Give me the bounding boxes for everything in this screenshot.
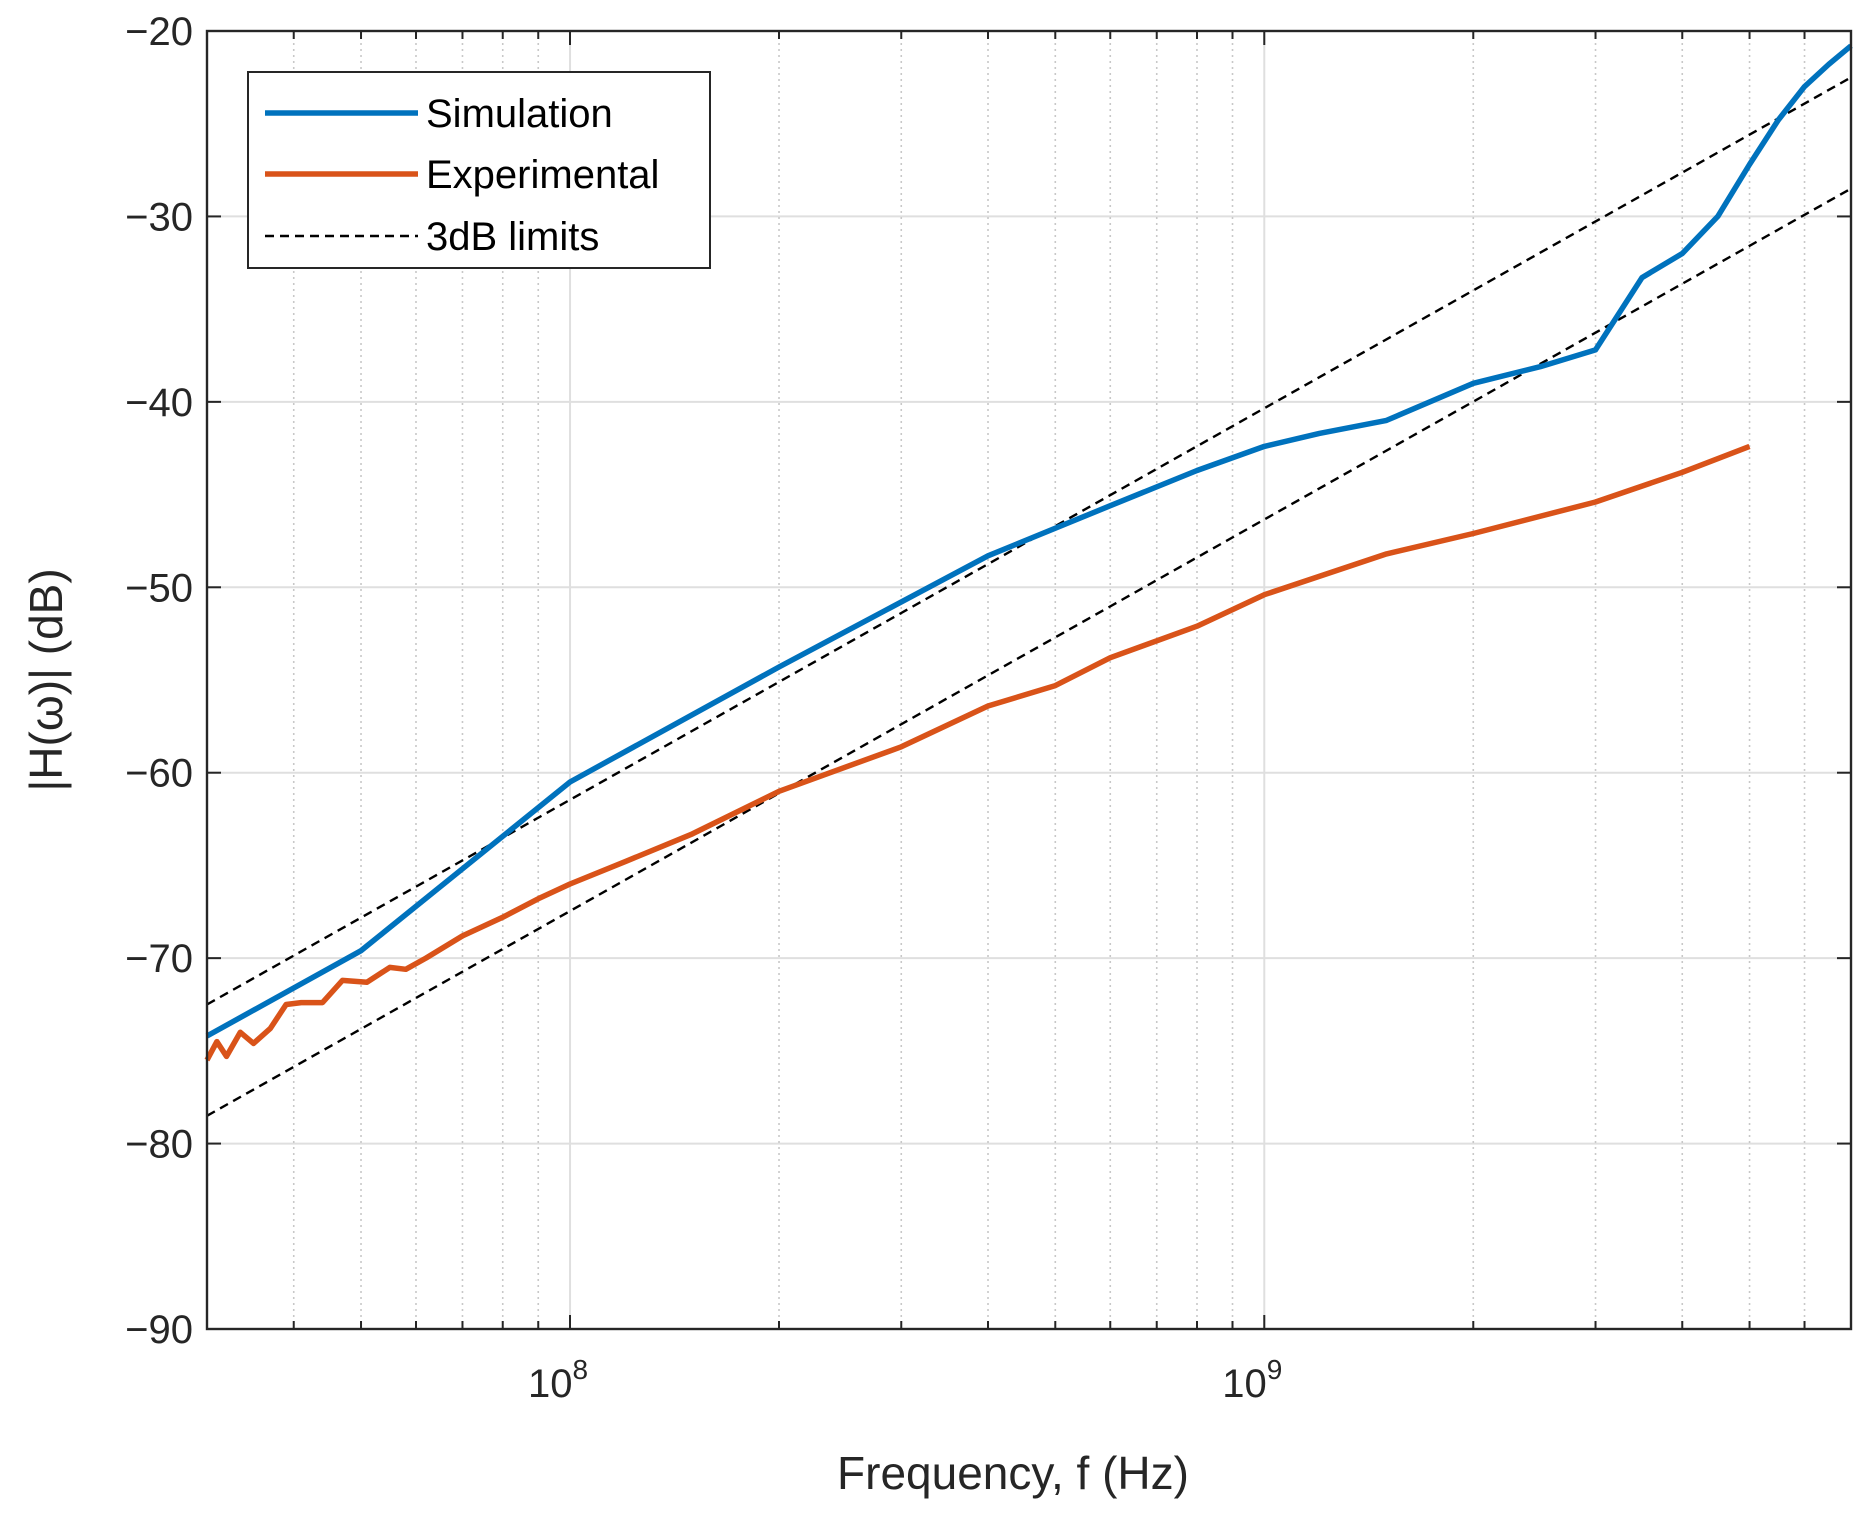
plot-series (204, 43, 1853, 1117)
y-tick-label: −70 (125, 937, 193, 981)
x-tick-labels: 108 109 (528, 1354, 1282, 1406)
simulation-line (205, 43, 1853, 1039)
experimental-line (204, 443, 1751, 1062)
y-tick-label: −80 (125, 1123, 193, 1167)
y-tick-label: −60 (125, 752, 193, 796)
legend-label-limits: 3dB limits (426, 215, 599, 259)
y-tick-labels: −90 −80 −70 −60 −50 −40 −30 −20 (125, 10, 193, 1352)
x-tick-label: 109 (1222, 1354, 1282, 1406)
y-tick-label: −90 (125, 1308, 193, 1352)
legend-label-simulation: Simulation (426, 92, 613, 136)
axis-ticks (206, 30, 1852, 1330)
y-tick-label: −30 (125, 195, 193, 239)
x-axis-label: Frequency, f (Hz) (837, 1447, 1189, 1499)
y-tick-label: −40 (125, 381, 193, 425)
y-axis-label: |H(ω)| (dB) (20, 568, 72, 791)
y-tick-label: −20 (125, 10, 193, 54)
limit-lower-line (206, 187, 1852, 1117)
legend: Simulation Experimental 3dB limits (247, 71, 711, 269)
x-tick-label: 108 (528, 1354, 588, 1406)
legend-label-experimental: Experimental (426, 153, 659, 197)
axes-box (205, 29, 1853, 1331)
y-tick-label: −50 (125, 566, 193, 610)
